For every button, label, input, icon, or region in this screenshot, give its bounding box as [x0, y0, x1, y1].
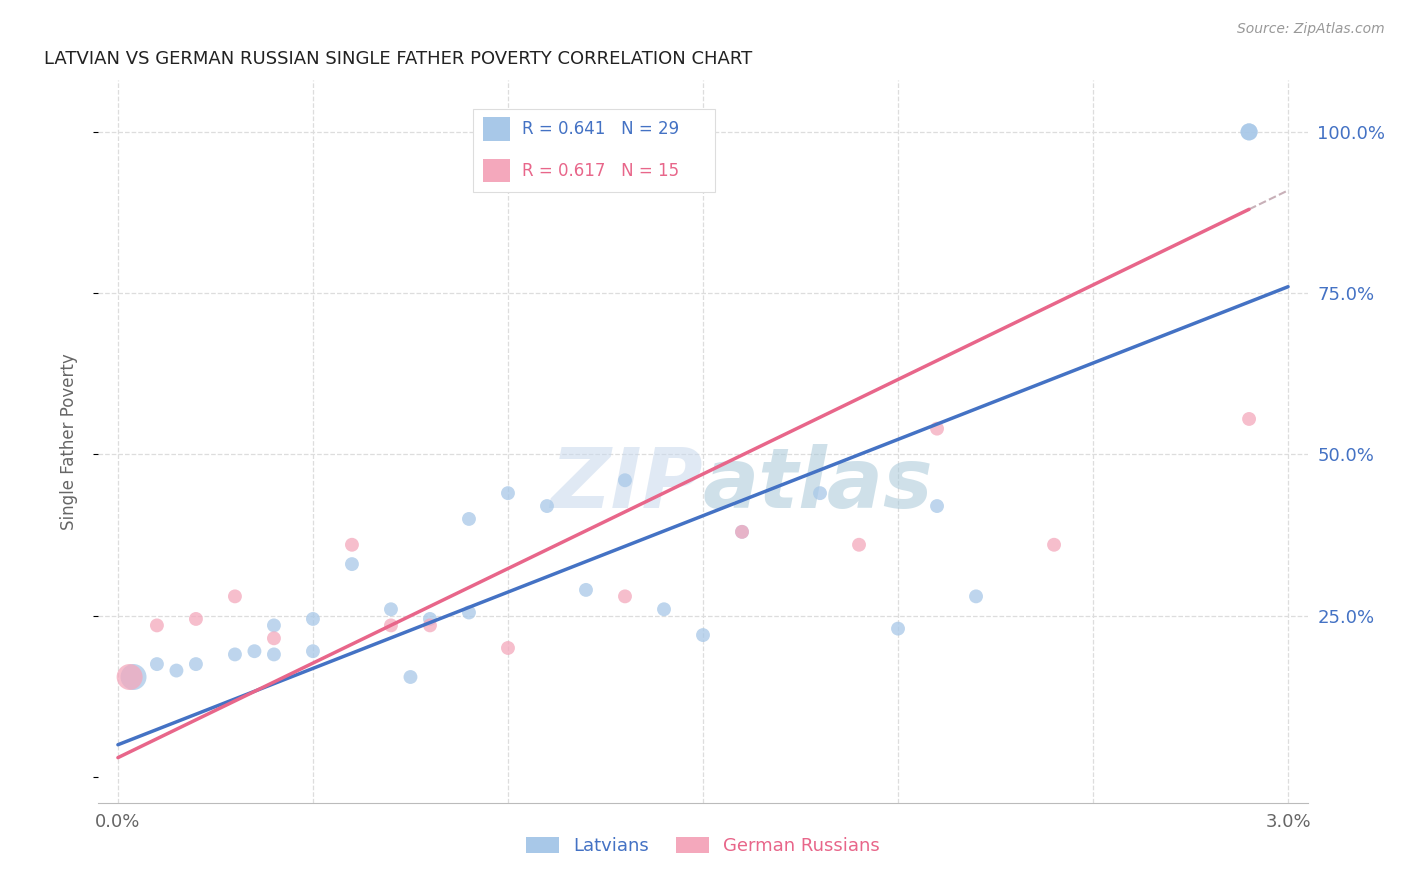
Point [887, 622, 910, 636]
Point [122, 670, 145, 684]
Text: R = 0.617   N = 15: R = 0.617 N = 15 [522, 161, 679, 179]
Point [263, 618, 285, 632]
Text: ZIP: ZIP [550, 444, 703, 525]
Point [165, 664, 187, 678]
Point [146, 657, 169, 672]
FancyBboxPatch shape [474, 109, 716, 193]
Point [575, 582, 598, 597]
Point [302, 612, 325, 626]
Point [652, 602, 675, 616]
Point [692, 628, 714, 642]
Text: LATVIAN VS GERMAN RUSSIAN SINGLE FATHER POVERTY CORRELATION CHART: LATVIAN VS GERMAN RUSSIAN SINGLE FATHER … [44, 50, 752, 68]
Point [731, 524, 754, 539]
Point [1043, 538, 1066, 552]
Point [146, 618, 169, 632]
Point [224, 590, 246, 604]
Point [340, 538, 363, 552]
Point [419, 618, 441, 632]
Point [340, 557, 363, 571]
Point [302, 644, 325, 658]
Legend: Latvians, German Russians: Latvians, German Russians [519, 830, 887, 863]
Point [496, 640, 519, 655]
Point [614, 473, 637, 487]
Y-axis label: Single Father Poverty: Single Father Poverty [59, 353, 77, 530]
Point [399, 670, 422, 684]
Text: Source: ZipAtlas.com: Source: ZipAtlas.com [1237, 22, 1385, 37]
Text: atlas: atlas [703, 444, 934, 525]
Point [224, 648, 246, 662]
Point [731, 524, 754, 539]
Point [496, 486, 519, 500]
Point [419, 612, 441, 626]
Point [925, 499, 948, 513]
Point [848, 538, 870, 552]
Point [263, 648, 285, 662]
Point [1237, 125, 1260, 139]
Point [614, 590, 637, 604]
Point [184, 612, 207, 626]
Point [965, 590, 987, 604]
Point [808, 486, 831, 500]
Point [458, 606, 481, 620]
FancyBboxPatch shape [482, 118, 509, 141]
Point [925, 422, 948, 436]
Point [458, 512, 481, 526]
FancyBboxPatch shape [482, 159, 509, 182]
Point [1237, 412, 1260, 426]
Point [118, 670, 141, 684]
Point [380, 618, 402, 632]
Point [243, 644, 266, 658]
Point [184, 657, 207, 672]
Point [263, 632, 285, 646]
Point [1237, 125, 1260, 139]
Text: R = 0.641   N = 29: R = 0.641 N = 29 [522, 120, 679, 138]
Point [380, 602, 402, 616]
Point [536, 499, 558, 513]
